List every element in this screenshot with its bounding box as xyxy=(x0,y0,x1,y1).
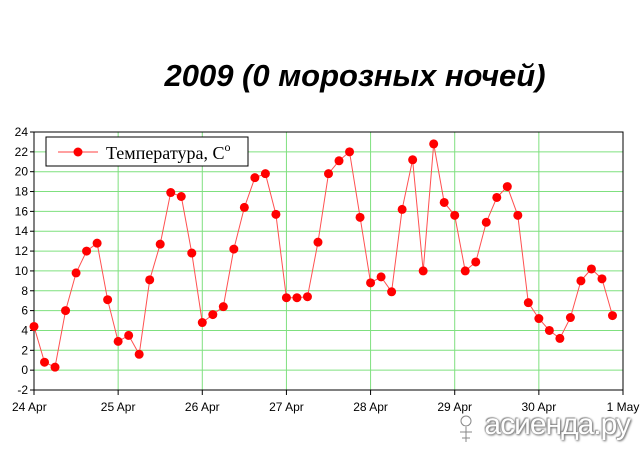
data-point xyxy=(586,264,596,274)
data-point xyxy=(218,302,228,312)
y-tick-label: 18 xyxy=(15,185,29,199)
data-point xyxy=(71,268,81,278)
y-tick-label: 20 xyxy=(15,165,29,179)
series-line xyxy=(33,143,613,368)
y-tick-label: 24 xyxy=(15,125,29,139)
x-tick-label: 26 Apr xyxy=(185,400,220,414)
data-point xyxy=(387,287,397,297)
data-point xyxy=(302,292,312,302)
data-point xyxy=(345,147,355,157)
data-point xyxy=(597,274,607,284)
data-point xyxy=(334,156,344,166)
data-point xyxy=(61,306,71,316)
data-point xyxy=(29,321,39,331)
data-point xyxy=(197,318,207,328)
data-point xyxy=(418,266,428,276)
data-point xyxy=(366,278,376,288)
data-point xyxy=(113,336,123,346)
legend-marker xyxy=(73,147,83,157)
watermark-text: асиенда.ру xyxy=(484,408,631,441)
data-point xyxy=(82,246,92,256)
plot-frame xyxy=(33,131,624,391)
data-point xyxy=(313,237,323,247)
data-point xyxy=(408,155,418,165)
data-point xyxy=(607,311,617,321)
watermark: асиенда.ру xyxy=(460,408,631,442)
data-point xyxy=(460,266,470,276)
data-point xyxy=(145,275,155,285)
y-tick-label: 0 xyxy=(21,363,28,377)
data-point xyxy=(260,169,270,179)
data-point xyxy=(481,217,491,227)
x-tick-label: 29 Apr xyxy=(437,400,472,414)
data-point xyxy=(565,313,575,323)
data-point xyxy=(502,182,512,192)
data-point xyxy=(576,276,586,286)
x-tick-label: 24 Apr xyxy=(12,400,47,414)
data-point xyxy=(492,192,502,202)
data-point xyxy=(534,314,544,324)
data-point xyxy=(166,188,176,198)
data-point xyxy=(124,330,134,340)
data-point xyxy=(544,325,554,335)
data-point xyxy=(187,248,197,258)
data-point xyxy=(134,349,144,359)
x-tick-label: 25 Apr xyxy=(101,400,136,414)
data-point xyxy=(103,295,113,305)
data-point xyxy=(92,238,102,248)
legend: Температура, Сo xyxy=(45,136,249,167)
series-points xyxy=(29,139,617,372)
data-point xyxy=(429,139,439,149)
data-point xyxy=(281,293,291,303)
data-point xyxy=(450,210,460,220)
x-tick-label: 1 May xyxy=(607,400,640,414)
data-point xyxy=(355,212,365,222)
data-point xyxy=(292,293,302,303)
data-point xyxy=(397,204,407,214)
chart-title: 2009 (0 морозных ночей) xyxy=(164,58,546,93)
data-point xyxy=(555,333,565,343)
data-point xyxy=(271,209,281,219)
watermark-logo-icon xyxy=(460,415,473,442)
data-point xyxy=(229,244,239,254)
y-tick-label: 12 xyxy=(15,244,29,258)
y-tick-label: 22 xyxy=(15,145,29,159)
data-point xyxy=(40,357,50,367)
y-tick-label: -2 xyxy=(17,383,28,397)
y-tick-label: 4 xyxy=(21,323,28,337)
data-point xyxy=(50,362,60,372)
data-point xyxy=(471,257,481,267)
series-line xyxy=(33,143,613,368)
data-point xyxy=(250,173,260,183)
data-point xyxy=(324,169,333,179)
data-point xyxy=(523,298,533,308)
x-tick-label: 28 Apr xyxy=(353,400,388,414)
data-point xyxy=(239,202,249,212)
data-point xyxy=(513,210,523,220)
x-tick-label: 30 Apr xyxy=(522,400,557,414)
y-tick-label: 10 xyxy=(15,264,29,278)
y-tick-label: 6 xyxy=(21,304,28,318)
legend-label: Температура, Сo xyxy=(106,140,230,163)
data-point xyxy=(176,192,186,201)
y-tick-label: 2 xyxy=(21,343,28,357)
y-tick-label: 8 xyxy=(21,284,28,298)
x-tick-label: 27 Apr xyxy=(269,400,304,414)
data-point xyxy=(376,272,386,282)
y-tick-label: 16 xyxy=(15,204,29,218)
data-point xyxy=(208,310,218,320)
data-point xyxy=(155,239,165,249)
y-tick-label: 14 xyxy=(15,224,29,238)
data-point xyxy=(439,197,449,207)
